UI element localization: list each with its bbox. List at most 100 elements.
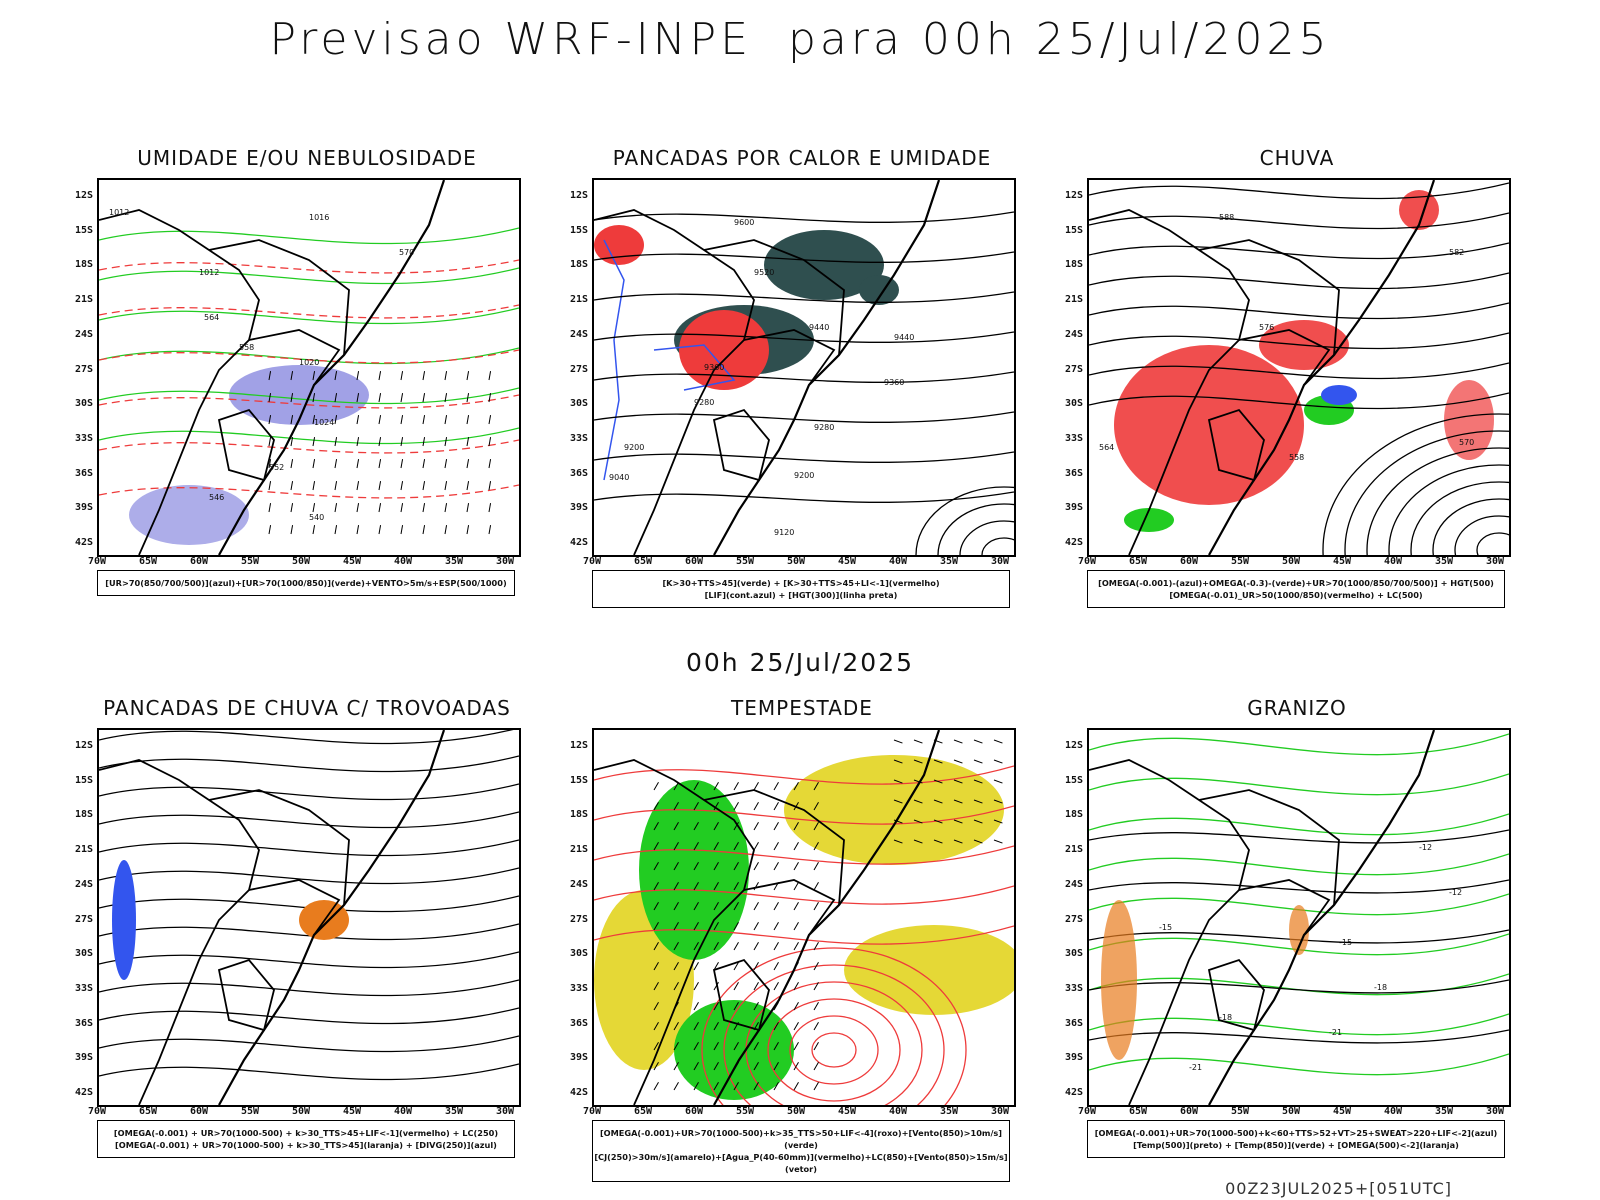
hgt-streamline [1344,430,1509,555]
panel-title: PANCADAS POR CALOR E UMIDADE [612,146,992,170]
contour-label: 1020 [299,358,319,367]
wind-vector [466,371,470,381]
lat-tick-label: 33S [74,432,93,444]
wind-vector [673,961,679,971]
wind-vector [793,1041,799,1051]
wind-vector [993,759,1003,764]
lat-tick-label: 21S [74,294,93,306]
lat-tick-label: 18S [1064,259,1083,271]
wind-vector [693,1081,699,1091]
lon-tick-label: 55W [1230,556,1250,567]
wind-vector [953,779,963,784]
border-line [703,239,845,356]
wind-vector [673,981,679,991]
hgt-contour [594,451,1014,463]
wind-vector [653,921,659,931]
border-line [594,759,755,1105]
lon-tick-label: 55W [240,556,260,567]
lat-tick-label: 30S [569,398,588,410]
red-dashed-contour [99,484,519,499]
wind-vector [933,779,943,784]
streamline [99,839,519,857]
green-contour [99,227,519,245]
wind-vector [334,503,338,513]
contour-label: 564 [1099,443,1114,452]
wind-vector [693,1021,699,1031]
map-panel: 1012 1016 1012 1020 1024 570 564 558 552 546 540 [97,178,521,557]
wind-vector [813,941,819,951]
green-contour [99,267,519,285]
wind-vector [773,1041,779,1051]
green-contour [99,387,519,405]
wind-vector [312,459,316,469]
lat-tick-label: 21S [74,844,93,856]
uruguay-border [712,408,770,482]
lon-tick-label: 45W [342,1106,362,1117]
temp-850-contour [1089,773,1509,796]
border-line [743,879,836,936]
wind-vector [813,1001,819,1011]
wind-vector [813,1061,819,1071]
wind-vector [913,739,923,744]
contour-label: 1016 [309,213,329,222]
contour-label: 9040 [609,473,629,482]
wind-vector [753,1041,759,1051]
divergence-region [112,860,136,980]
contour-label: -21 [1329,1028,1342,1037]
lat-tick-label: 27S [74,913,93,925]
lc-850-contour [594,885,1014,905]
contour-label: -15 [1339,938,1352,947]
lon-tick-label: 35W [1434,556,1454,567]
lon-tick-label: 60W [684,556,704,567]
temp-500-contour [1089,1029,1509,1044]
map-canvas: -12 -15 -18 -21 -21 -18 -15 -12 [1089,730,1509,1105]
wind-vector [673,801,679,811]
temp-500-contour [1089,979,1509,994]
hgt-streamline [1366,447,1509,555]
contour-label: -21 [1189,1063,1202,1072]
coastline [1208,730,1436,1105]
map-canvas [594,730,1014,1105]
wind-vector [713,801,719,811]
wind-vector [773,801,779,811]
wind-vector [653,821,659,831]
wind-vector [973,819,983,824]
contour-label: 9120 [774,528,794,537]
instability-region [764,230,884,300]
wind-vector [893,779,903,784]
lat-tick-label: 42S [569,537,588,548]
wind-vector [356,459,360,469]
lon-tick-label: 55W [735,556,755,567]
wind-vector [713,1041,719,1051]
hgt-streamline [1089,212,1509,230]
wind-vector [793,1001,799,1011]
lon-tick-label: 65W [138,1106,158,1117]
lif-contour [653,344,736,391]
wind-vector [422,415,426,425]
lon-tick-label: 40W [888,1106,908,1117]
wind-vector [400,415,404,425]
lon-tick-label: 40W [1383,1106,1403,1117]
lon-tick-label: 40W [393,556,413,567]
streamline [99,1063,519,1081]
streamline [99,1035,519,1053]
wind-vector [813,821,819,831]
wind-vector [673,821,679,831]
wind-vector [733,941,739,951]
border-line [1198,789,1340,906]
lc-850-contour [767,998,901,1102]
lc-850-contour [594,765,1014,785]
wind-vector [993,839,1003,844]
coastline [218,180,446,555]
hgt-contour [959,520,1014,555]
contour-label: -18 [1219,1013,1232,1022]
wind-vector [733,841,739,851]
lat-tick-label: 42S [1064,537,1083,548]
hgt-streamline [1089,242,1509,260]
wind-vector [933,819,943,824]
wind-vector [312,525,316,535]
omega-region [1101,900,1137,1060]
hgt-streamline [1410,481,1509,555]
wind-vector [693,1061,699,1071]
lon-tick-label: 35W [939,1106,959,1117]
